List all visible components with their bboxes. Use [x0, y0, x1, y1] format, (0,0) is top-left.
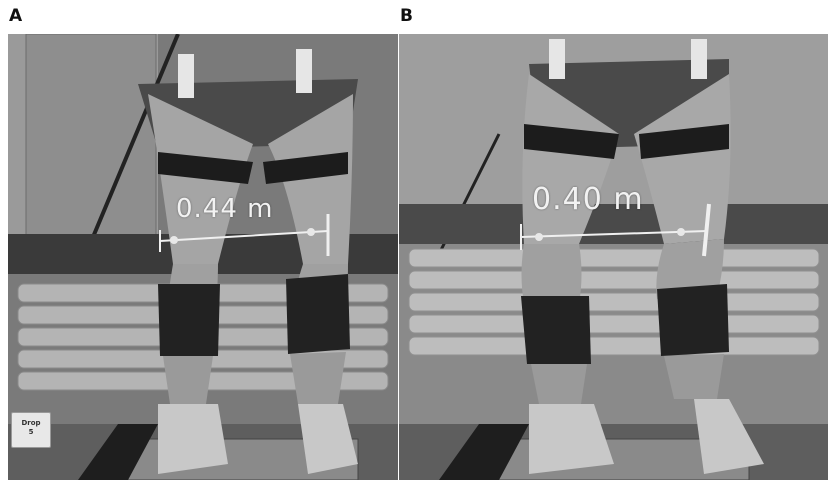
knee-photo-a	[8, 34, 398, 480]
drop-tag-line1: Drop	[21, 419, 41, 427]
knee-photo-b	[399, 34, 828, 480]
panel-a-letter: A	[9, 6, 23, 26]
panel-b-photo: 0.40 m	[399, 34, 828, 480]
drop-tag-line2: 5	[28, 428, 34, 436]
distance-label-a: 0.44 m	[176, 194, 274, 224]
panel-b-letter: B	[400, 6, 413, 26]
drop-tag: Drop 5	[11, 412, 51, 448]
panel-a-photo: 0.44 m Drop 5	[8, 34, 398, 480]
distance-label-b: 0.40 m	[532, 182, 644, 217]
